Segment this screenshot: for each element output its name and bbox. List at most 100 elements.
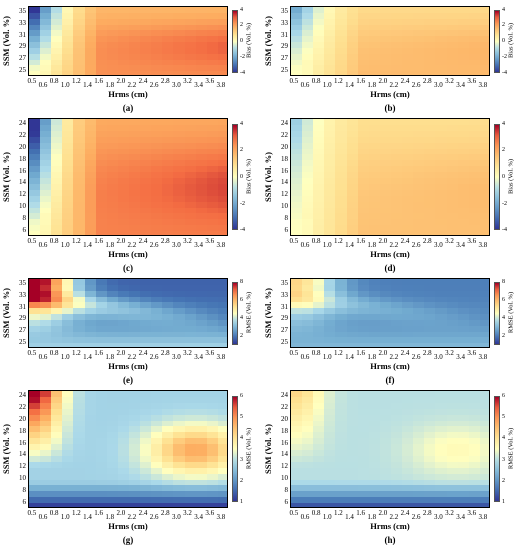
heatmap-cell bbox=[479, 7, 489, 14]
heatmap-cell bbox=[446, 314, 459, 321]
heatmap-cell bbox=[379, 308, 392, 315]
heatmap-cell bbox=[324, 18, 337, 26]
heatmap-cell bbox=[84, 47, 97, 55]
heatmap-cell bbox=[413, 479, 425, 486]
heatmap-cell bbox=[95, 130, 108, 138]
heatmap-cell bbox=[435, 420, 448, 427]
heatmap-cell bbox=[117, 396, 130, 404]
heatmap-cell bbox=[51, 319, 63, 327]
heatmap-cell bbox=[62, 65, 75, 72]
heatmap-cell bbox=[291, 432, 303, 439]
heatmap-cell bbox=[129, 183, 141, 191]
heatmap-cell bbox=[206, 172, 219, 179]
heatmap-cell bbox=[457, 450, 470, 457]
heatmap-cell bbox=[291, 47, 303, 55]
heatmap-cell bbox=[184, 24, 197, 31]
heatmap-cell bbox=[162, 18, 175, 26]
heatmap-cell bbox=[479, 42, 489, 49]
heatmap-cell bbox=[346, 172, 359, 179]
heatmap-cell bbox=[173, 219, 186, 226]
heatmap-cell bbox=[302, 314, 314, 321]
heatmap-plot-area bbox=[28, 118, 228, 236]
heatmap-cell bbox=[291, 438, 303, 445]
heatmap-cell bbox=[195, 396, 208, 404]
heatmap-cell bbox=[73, 231, 86, 235]
heatmap-cell bbox=[29, 461, 41, 469]
heatmap-cell bbox=[391, 408, 403, 416]
heatmap-cell bbox=[95, 319, 108, 327]
heatmap-cell bbox=[346, 467, 359, 475]
heatmap-cell bbox=[435, 455, 448, 463]
heatmap-cell bbox=[140, 331, 152, 338]
heatmap-cell bbox=[346, 308, 359, 315]
y-tick-label: 20 bbox=[281, 415, 288, 423]
heatmap-cell bbox=[424, 408, 437, 416]
heatmap-cell bbox=[117, 65, 130, 72]
heatmap-cell bbox=[391, 290, 403, 298]
heatmap-cell bbox=[40, 231, 52, 235]
heatmap-cell bbox=[95, 225, 108, 232]
heatmap-cell bbox=[302, 53, 314, 61]
heatmap-cell bbox=[402, 438, 414, 445]
heatmap-cell bbox=[368, 497, 381, 504]
colorbar-tick-label: -4 bbox=[240, 227, 245, 234]
heatmap-cell bbox=[446, 65, 459, 72]
heatmap-cell bbox=[117, 207, 130, 214]
heatmap-cell bbox=[217, 467, 227, 475]
colorbar-tick-label: 2 bbox=[502, 147, 505, 154]
heatmap-cell bbox=[173, 325, 186, 333]
heatmap-cell bbox=[324, 119, 337, 126]
x-tick-label: 1.2 bbox=[72, 509, 81, 517]
heatmap-cell bbox=[391, 426, 403, 433]
heatmap-cell bbox=[206, 119, 219, 126]
x-tick-label: 1.8 bbox=[105, 241, 115, 249]
heatmap-cell bbox=[346, 420, 359, 427]
heatmap-cell bbox=[129, 71, 141, 75]
heatmap-cell bbox=[117, 337, 130, 344]
heatmap-cell bbox=[106, 485, 119, 492]
heatmap-cell bbox=[391, 154, 403, 161]
heatmap-cell bbox=[151, 479, 163, 486]
heatmap-cell bbox=[184, 325, 197, 333]
heatmap-cell bbox=[173, 314, 186, 321]
heatmap-cell bbox=[302, 450, 314, 457]
heatmap-cell bbox=[173, 296, 186, 303]
heatmap-cell bbox=[291, 391, 303, 398]
heatmap-cell bbox=[84, 467, 97, 475]
heatmap-cell bbox=[302, 225, 314, 232]
heatmap-cell bbox=[84, 396, 97, 404]
x-tick-label: 3.6 bbox=[467, 237, 477, 245]
heatmap-cell bbox=[184, 331, 197, 338]
heatmap-cell bbox=[184, 302, 197, 309]
heatmap-cell bbox=[446, 24, 459, 31]
heatmap-cell bbox=[446, 231, 459, 235]
heatmap-cell bbox=[173, 308, 186, 315]
heatmap-cell bbox=[368, 290, 381, 298]
y-tick-label: 33 bbox=[281, 291, 288, 299]
x-tick-label: 2.2 bbox=[127, 353, 137, 361]
heatmap-cell bbox=[368, 438, 381, 445]
heatmap-cell bbox=[468, 172, 481, 179]
y-tick-label: 35 bbox=[281, 7, 288, 16]
heatmap-cell bbox=[84, 136, 97, 144]
heatmap-cell bbox=[435, 207, 448, 214]
x-tick-label: 2.6 bbox=[149, 81, 159, 89]
heatmap-cell bbox=[62, 213, 75, 220]
heatmap-cell bbox=[346, 18, 359, 26]
x-tick-label: 1.2 bbox=[334, 237, 343, 245]
heatmap-cell bbox=[195, 195, 208, 203]
heatmap-cell bbox=[368, 279, 381, 286]
heatmap-cell bbox=[346, 195, 359, 203]
heatmap-cell bbox=[106, 279, 119, 286]
heatmap-cell bbox=[446, 142, 459, 150]
heatmap-cell bbox=[106, 325, 119, 333]
heatmap-cell bbox=[184, 461, 197, 469]
heatmap-cell bbox=[413, 319, 425, 327]
heatmap-cell bbox=[84, 473, 97, 481]
heatmap-cell bbox=[368, 391, 381, 398]
heatmap-cell bbox=[379, 195, 392, 203]
heatmap-cell bbox=[346, 503, 359, 507]
y-tick-label: 6 bbox=[22, 497, 27, 506]
x-tick-label: 0.6 bbox=[38, 241, 48, 249]
heatmap-cell bbox=[73, 166, 86, 173]
